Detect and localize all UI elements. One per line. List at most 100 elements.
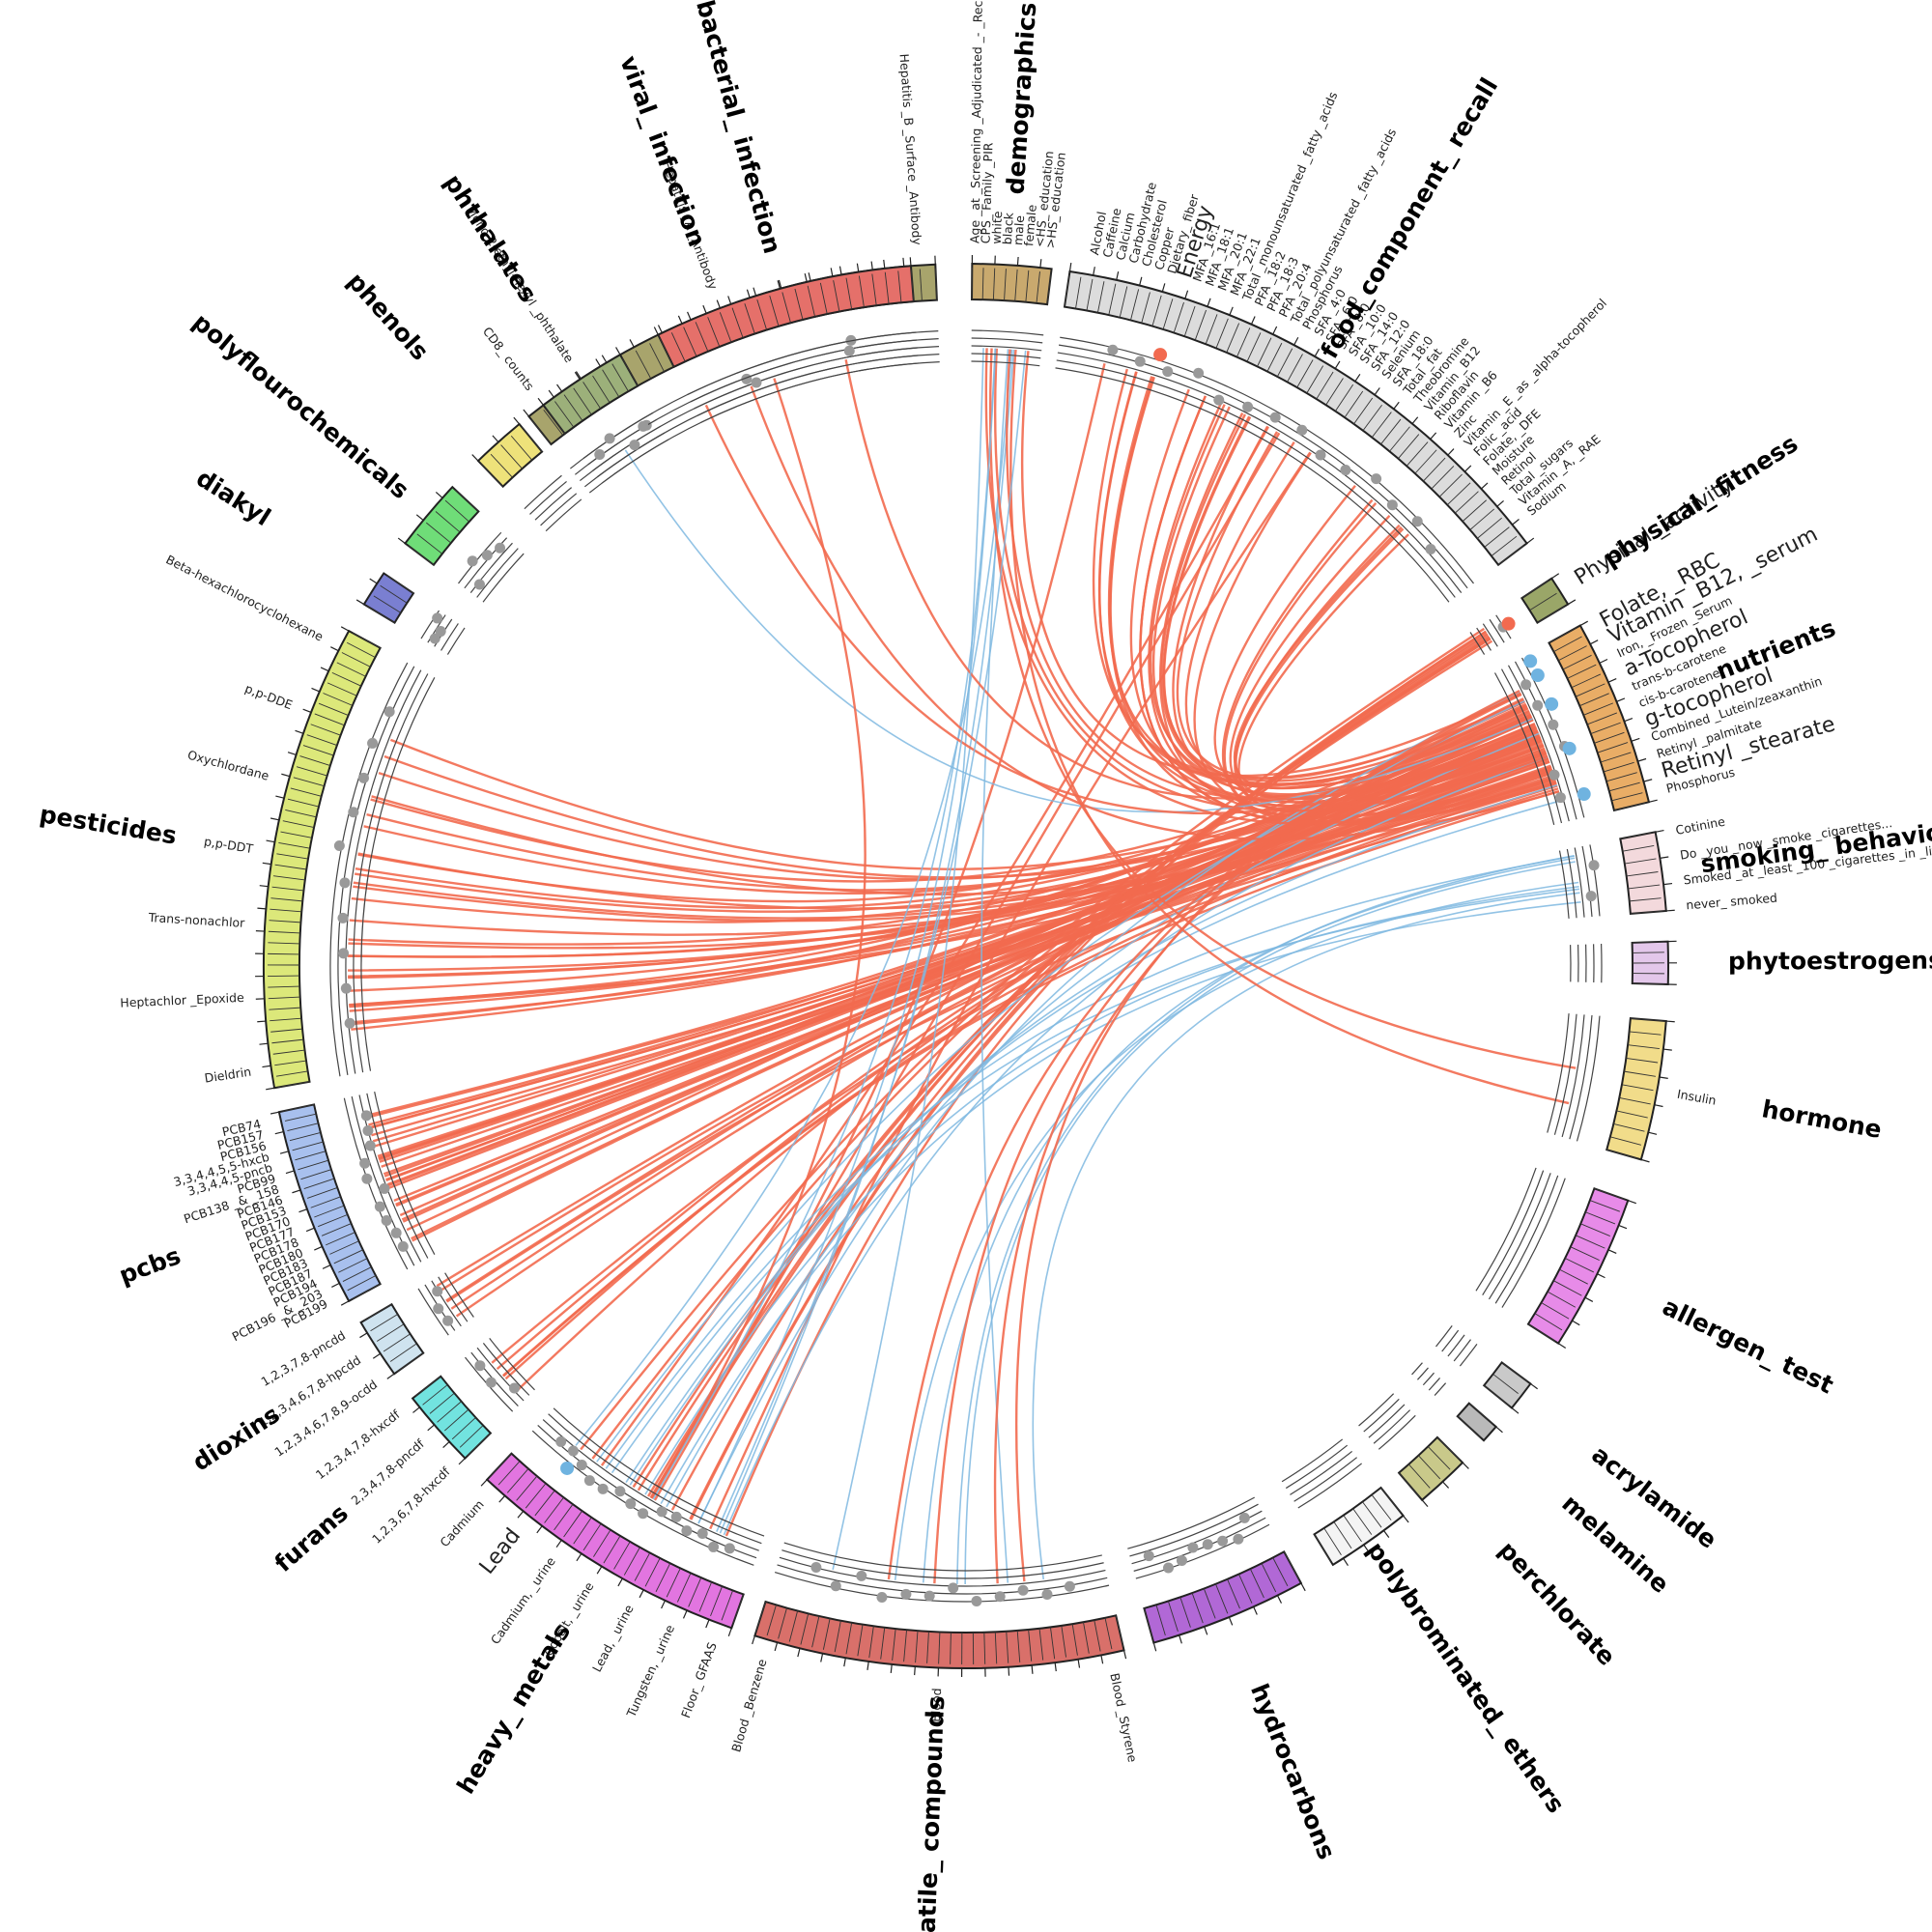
track-ring [1058,344,1468,589]
link-heavy-metals-to-nutrients [666,732,1540,1508]
axis-tick [890,1663,893,1673]
data-point [340,982,352,994]
segment-tick [707,317,721,348]
segment-tick [383,1333,411,1352]
segment-tick [1314,1534,1332,1562]
segment-tick [1575,1235,1605,1249]
segment-tick [1537,606,1565,624]
segment-tick [1261,1563,1277,1593]
link-volatile-compounds-to-smoking-behavior [956,854,1575,1584]
track-ring [1434,1382,1447,1396]
segment-tick [1541,1302,1570,1320]
track-ring [1057,352,1463,593]
segment-tick [1296,359,1314,388]
segment-tick [271,1038,304,1044]
segment-tick [981,268,984,300]
data-point [751,377,762,388]
segment-tick [1352,1508,1373,1535]
track-ring [971,360,1040,367]
data-point [358,772,370,783]
axis-tick [629,339,635,348]
segment-tick [1016,1630,1021,1662]
link-physical-fitness-to-heavy-metals [580,627,1486,1451]
segment-tick [766,1605,777,1636]
data-point [1548,719,1559,730]
link-demographics-to-nutrients [993,348,1548,812]
variable-label: Dieldrin [204,1065,252,1086]
track-ring [1507,665,1570,822]
variable-label: Insulin [1676,1087,1718,1108]
track-ring [1422,1372,1435,1386]
axis-tick [1463,465,1472,472]
segment-tick [1344,390,1364,418]
axis-tick [298,1208,308,1213]
segment-tick [688,1577,702,1607]
axis-tick [1567,599,1577,606]
data-point [344,1017,355,1029]
segment-tick [530,418,552,445]
axis-tick [369,578,378,584]
axis-tick [556,384,563,392]
variable-label: Tungsten, _urine [623,1622,677,1719]
axis-tick [1068,262,1072,272]
segment-tick [277,1081,310,1088]
axis-tick [322,1264,331,1269]
segment-tick [1616,1110,1648,1119]
segment-tick [819,282,828,315]
segment-tick [994,1632,998,1664]
segment-tick [1446,482,1471,505]
axis-tick [311,687,321,693]
segment-tick [270,1028,303,1033]
segment-tick [1594,1187,1625,1200]
link-heavy-metals-to-nutrients [629,783,1558,1486]
axis-tick [914,1666,916,1676]
segment-tick [1406,441,1429,467]
segment-tick [1589,1200,1621,1212]
highlight-point [1562,741,1577,755]
data-point [1296,424,1308,436]
data-point [364,1140,376,1151]
variable-label: Age _at _Screening _Adjudicated _- _Reco… [967,0,985,243]
segment-tick [1483,1384,1510,1406]
track-ring [1494,1175,1559,1304]
category-label-perchlorate: perchlorate [1493,1536,1621,1671]
axis-tick [331,1282,340,1288]
axis-tick [1374,387,1380,396]
segment-tick [272,875,305,881]
segment-tick [635,350,652,380]
axis-tick [1648,799,1658,803]
category-diakyl [355,572,466,655]
axis-tick [1411,416,1419,425]
segment-tick [306,734,338,746]
segment-tick [338,1258,368,1273]
axis-tick [1016,256,1019,267]
axis-tick [575,371,582,380]
category-hydrocarbons [1127,1496,1306,1652]
segment-tick [1316,371,1334,400]
axis-tick [1530,1382,1538,1390]
axis-tick [1229,306,1234,316]
axis-tick [1354,374,1361,383]
segment-tick [347,1275,377,1292]
axis-tick [314,1245,323,1251]
segment-tick [1628,1044,1660,1050]
segment-tick [275,1070,308,1077]
axis-tick [1031,1664,1034,1674]
segment-tick [1038,1628,1044,1661]
link-demographics-to-hormone [988,348,1577,1069]
axis-tick [1100,1655,1104,1664]
segment-tick [544,1496,564,1523]
segment-tick [1585,1211,1616,1225]
category-perchlorate [1358,1393,1469,1508]
segment-tick [1624,1070,1656,1077]
track-ring [1493,672,1555,826]
axis-tick [1616,697,1626,702]
segment-tick [363,1303,392,1321]
axis-tick [1462,1462,1469,1469]
track-ring [1547,1013,1570,1133]
segment-tick [497,1461,521,1486]
segment-tick [1418,1455,1441,1480]
variable-label: Cotinine [1674,814,1726,838]
data-point [1187,1542,1199,1553]
segment-tick [1191,1592,1204,1624]
